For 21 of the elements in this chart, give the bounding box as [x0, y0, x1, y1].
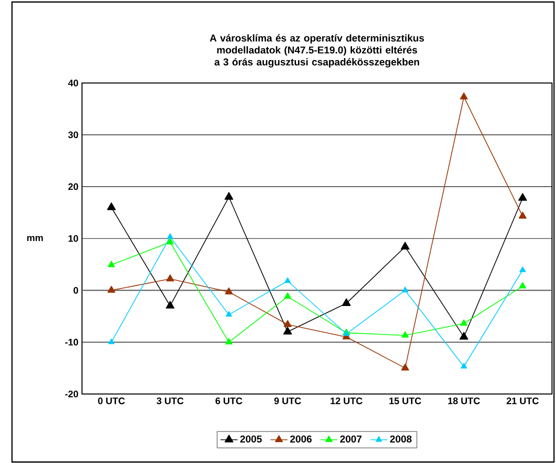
legend-label: 2007 — [340, 435, 362, 443]
legend-label: 2006 — [290, 435, 312, 443]
x-tick-label: 12 UTC — [330, 398, 362, 404]
x-tick-label: 0 UTC — [98, 398, 125, 404]
x-tick-label: 21 UTC — [506, 398, 539, 404]
x-tick-label: 15 UTC — [389, 398, 422, 404]
x-tick-label: 18 UTC — [448, 398, 480, 404]
y-axis-title: mm — [27, 236, 43, 242]
x-tick-label: 3 UTC — [156, 398, 184, 404]
y-tick-label: 20 — [68, 183, 78, 190]
legend-label: 2008 — [390, 435, 412, 443]
legend-label: 2005 — [240, 435, 262, 443]
chart-title: A városklíma és az operatív determinisztikus modelladatok (N47.5-E19.0) közötti eltérés a 3 órás augusztusi csapadékösszegekben — [210, 34, 424, 68]
x-tick-label: 9 UTC — [274, 398, 302, 404]
x-tick-label: 6 UTC — [216, 398, 242, 404]
y-tick-label: 30 — [68, 131, 78, 138]
y-tick-label: 40 — [68, 80, 78, 86]
y-tick-label: 10 — [68, 235, 78, 242]
y-tick-label: -20 — [65, 390, 78, 398]
y-tick-label: -10 — [65, 338, 78, 346]
y-tick-label: 0 — [74, 286, 78, 294]
